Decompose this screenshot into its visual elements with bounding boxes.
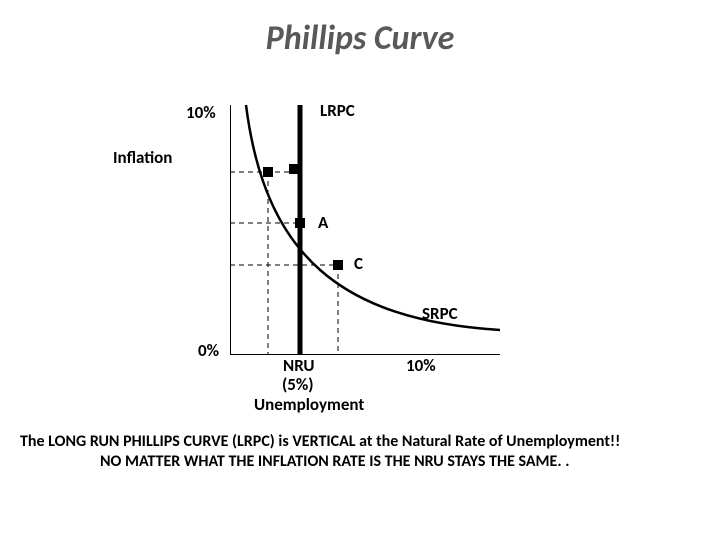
lrpc-label: LRPC <box>320 100 355 121</box>
y-axis-label: Inflation <box>113 147 172 168</box>
point-a-label: A <box>318 212 328 233</box>
caption-line-2: NO MATTER WHAT THE INFLATION RATE IS THE… <box>100 452 570 471</box>
y-top-label: 10% <box>186 102 216 123</box>
nru-label-1: NRU <box>283 355 314 376</box>
page-title: Phillips Curve <box>0 18 720 59</box>
x-right-label: 10% <box>406 355 436 376</box>
phillips-chart <box>230 105 500 355</box>
point-c-label: C <box>354 253 363 274</box>
srpc-label: SRPC <box>422 303 458 324</box>
nru-label-2: (5%) <box>282 374 314 395</box>
x-axis-label: Unemployment <box>254 394 364 415</box>
caption-line-1: The LONG RUN PHILLIPS CURVE (LRPC) is VE… <box>20 432 620 451</box>
x-left-label: 0% <box>198 340 219 361</box>
